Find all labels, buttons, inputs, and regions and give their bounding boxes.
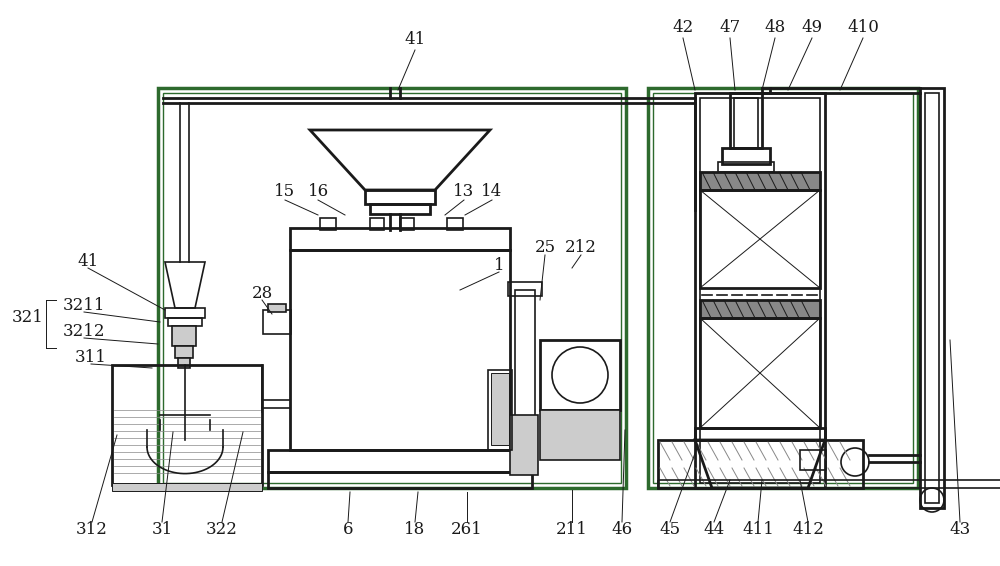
Bar: [718, 162, 774, 172]
Text: 45: 45: [659, 521, 681, 538]
Bar: [700, 98, 820, 483]
Text: 311: 311: [75, 349, 107, 367]
Text: 46: 46: [611, 521, 633, 538]
Bar: [263, 310, 291, 334]
Text: 312: 312: [76, 521, 108, 538]
Text: 212: 212: [565, 239, 597, 256]
Bar: [488, 370, 512, 450]
Bar: [163, 93, 621, 483]
Text: 25: 25: [534, 239, 556, 256]
Text: 49: 49: [801, 19, 823, 36]
Bar: [540, 340, 620, 410]
Bar: [165, 308, 205, 318]
Text: 6: 6: [343, 521, 353, 538]
Bar: [268, 450, 532, 472]
Bar: [175, 346, 193, 358]
Bar: [320, 218, 336, 230]
Text: 410: 410: [847, 19, 879, 36]
Bar: [370, 204, 430, 214]
Text: 43: 43: [949, 521, 971, 538]
Bar: [168, 318, 202, 326]
Text: 15: 15: [274, 183, 296, 200]
Bar: [112, 483, 262, 491]
Text: 44: 44: [703, 521, 725, 538]
Bar: [700, 300, 820, 318]
Text: 16: 16: [307, 183, 329, 200]
Bar: [447, 218, 463, 230]
Bar: [112, 365, 262, 485]
Bar: [730, 93, 762, 148]
Bar: [268, 304, 286, 312]
Text: 411: 411: [742, 521, 774, 538]
Text: 41: 41: [77, 254, 99, 271]
Bar: [491, 373, 509, 445]
Text: 31: 31: [151, 521, 173, 538]
Text: 1: 1: [494, 256, 504, 273]
Bar: [178, 358, 190, 368]
Bar: [370, 218, 384, 230]
Bar: [658, 480, 1000, 488]
Bar: [268, 472, 532, 488]
Bar: [515, 290, 535, 450]
Text: 18: 18: [404, 521, 426, 538]
Bar: [648, 88, 918, 488]
Bar: [700, 190, 820, 288]
Bar: [925, 93, 939, 503]
Bar: [700, 172, 820, 190]
Text: 211: 211: [556, 521, 588, 538]
Bar: [540, 410, 620, 460]
Bar: [400, 218, 414, 230]
Text: 42: 42: [672, 19, 694, 36]
Bar: [800, 450, 826, 470]
Bar: [510, 415, 538, 475]
Text: 41: 41: [404, 32, 426, 49]
Bar: [365, 190, 435, 204]
Text: 48: 48: [764, 19, 786, 36]
Text: 13: 13: [453, 183, 475, 200]
Bar: [734, 98, 758, 148]
Bar: [695, 428, 825, 440]
Text: 47: 47: [719, 19, 741, 36]
Bar: [658, 440, 863, 488]
Bar: [290, 250, 510, 450]
Text: 28: 28: [251, 285, 273, 302]
Text: 412: 412: [792, 521, 824, 538]
Bar: [920, 88, 944, 508]
Bar: [700, 318, 820, 428]
Bar: [158, 88, 626, 488]
Bar: [508, 282, 542, 296]
Text: 14: 14: [481, 183, 503, 200]
Bar: [290, 228, 510, 250]
Text: 3211: 3211: [63, 297, 105, 314]
Bar: [722, 148, 770, 164]
Text: 3212: 3212: [63, 324, 105, 341]
Bar: [695, 93, 825, 488]
Text: 261: 261: [451, 521, 483, 538]
Text: 322: 322: [206, 521, 238, 538]
Bar: [172, 326, 196, 346]
Text: 321: 321: [12, 310, 44, 327]
Bar: [653, 93, 913, 483]
